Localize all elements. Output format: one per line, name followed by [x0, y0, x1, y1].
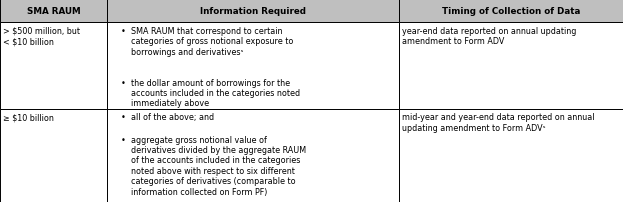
FancyBboxPatch shape — [399, 109, 623, 202]
Text: mid-year and year-end data reported on annual
updating amendment to Form ADVˢ: mid-year and year-end data reported on a… — [402, 113, 594, 132]
FancyBboxPatch shape — [399, 23, 623, 109]
FancyBboxPatch shape — [0, 109, 107, 202]
Text: •: • — [121, 135, 126, 144]
Text: Timing of Collection of Data: Timing of Collection of Data — [442, 7, 580, 16]
Text: all of the above; and: all of the above; and — [131, 113, 214, 122]
FancyBboxPatch shape — [0, 23, 107, 109]
Text: •: • — [121, 27, 126, 36]
Text: •: • — [121, 113, 126, 122]
FancyBboxPatch shape — [399, 0, 623, 23]
Text: the dollar amount of borrowings for the
accounts included in the categories note: the dollar amount of borrowings for the … — [131, 78, 300, 108]
Text: SMA RAUM: SMA RAUM — [27, 7, 80, 16]
Text: Information Required: Information Required — [200, 7, 306, 16]
Text: aggregate gross notional value of
derivatives divided by the aggregate RAUM
of t: aggregate gross notional value of deriva… — [131, 135, 306, 196]
Text: ≥ $10 billion: ≥ $10 billion — [3, 113, 54, 122]
Text: SMA RAUM that correspond to certain
categories of gross notional exposure to
bor: SMA RAUM that correspond to certain cate… — [131, 27, 293, 57]
Text: •: • — [121, 78, 126, 87]
Text: year-end data reported on annual updating
amendment to Form ADV: year-end data reported on annual updatin… — [402, 27, 576, 46]
FancyBboxPatch shape — [107, 0, 399, 23]
FancyBboxPatch shape — [107, 109, 399, 202]
FancyBboxPatch shape — [0, 0, 107, 23]
Text: > $500 million, but
< $10 billion: > $500 million, but < $10 billion — [3, 27, 80, 46]
FancyBboxPatch shape — [107, 23, 399, 109]
